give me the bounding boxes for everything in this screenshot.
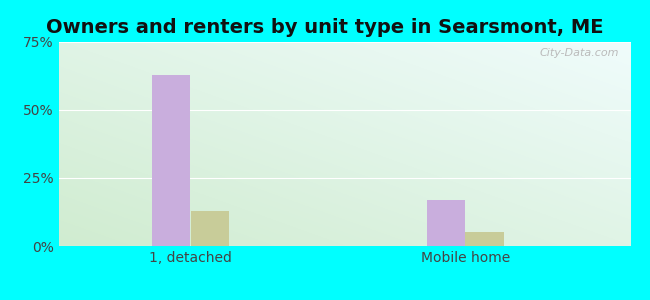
Bar xyxy=(190,211,229,246)
Legend: Owner occupied units, Renter occupied units: Owner occupied units, Renter occupied un… xyxy=(157,298,532,300)
Bar xyxy=(152,75,190,246)
Text: City-Data.com: City-Data.com xyxy=(540,48,619,58)
Bar xyxy=(465,232,504,246)
Text: Owners and renters by unit type in Searsmont, ME: Owners and renters by unit type in Sears… xyxy=(46,18,604,37)
Bar xyxy=(427,200,465,246)
